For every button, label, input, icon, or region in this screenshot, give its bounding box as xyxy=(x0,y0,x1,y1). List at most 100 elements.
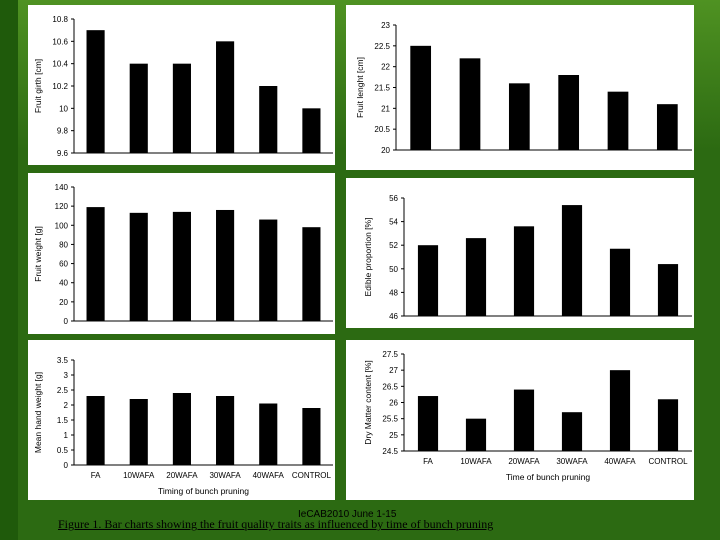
x-axis-title: Time of bunch pruning xyxy=(506,472,591,482)
x-tick-label: 30WAFA xyxy=(556,457,588,466)
y-tick-label: 50 xyxy=(389,265,398,274)
bar xyxy=(259,86,278,153)
bar xyxy=(216,396,235,465)
y-tick-label: 10.6 xyxy=(52,37,68,46)
bar xyxy=(259,403,278,465)
y-axis-title: Dry Matter content [%] xyxy=(363,360,373,445)
bar xyxy=(410,45,432,151)
y-tick-label: 48 xyxy=(389,288,398,297)
chart-panel-fruit-weight: 140 120 100 80 60 40 20 0 Fruit weight [g] xyxy=(28,173,335,334)
bar xyxy=(656,104,678,150)
bar xyxy=(609,370,631,451)
x-tick-label: 40WAFA xyxy=(253,471,285,480)
chart-edible-proportion: 56 54 52 50 48 46 Edible proportion [%] xyxy=(363,194,692,321)
y-tick-label: 1 xyxy=(64,431,69,440)
y-tick-label: 3 xyxy=(64,371,69,380)
x-tick-label: 20WAFA xyxy=(166,471,198,480)
y-tick-label: 0 xyxy=(64,461,69,470)
chart-panel-mean-hand-weight: 3.5 3 2.5 2 1.5 1 0.5 0 Mean hand weight [g] FA 10… xyxy=(28,340,335,500)
bar xyxy=(465,418,487,451)
bar xyxy=(657,399,679,451)
y-axis-title: Edible proportion [%] xyxy=(363,218,373,297)
y-tick-label: 9.8 xyxy=(57,127,69,136)
y-tick-label: 27.5 xyxy=(382,350,398,359)
bar xyxy=(172,63,191,153)
bar xyxy=(129,212,148,321)
y-tick-label: 22 xyxy=(381,63,390,72)
chart-panel-edible-proportion: 56 54 52 50 48 46 Edible proportion [%] xyxy=(346,178,694,328)
bar xyxy=(607,91,629,150)
y-tick-label: 20 xyxy=(381,146,390,155)
bar xyxy=(129,63,148,153)
x-tick-label: FA xyxy=(423,457,433,466)
y-tick-label: 56 xyxy=(389,194,398,203)
bar xyxy=(216,209,235,321)
x-axis-title: Timing of bunch pruning xyxy=(158,486,249,496)
y-tick-label: 10.8 xyxy=(52,15,68,24)
y-tick-label: 46 xyxy=(389,312,398,321)
bar xyxy=(417,245,439,316)
y-tick-label: 100 xyxy=(55,221,69,230)
y-axis-title: Fruit girth [cm] xyxy=(33,59,43,113)
x-tick-label: 10WAFA xyxy=(123,471,155,480)
y-tick-label: 23 xyxy=(381,21,390,30)
x-tick-label: 20WAFA xyxy=(508,457,540,466)
chart-fruit-weight: 140 120 100 80 60 40 20 0 Fruit weight [g] xyxy=(33,183,333,326)
y-tick-label: 54 xyxy=(389,218,398,227)
bar xyxy=(302,408,321,465)
y-tick-label: 25 xyxy=(389,431,398,440)
y-tick-label: 27 xyxy=(389,366,398,375)
y-tick-label: 3.5 xyxy=(57,356,69,365)
bar xyxy=(561,412,583,451)
y-tick-label: 120 xyxy=(55,202,69,211)
bar xyxy=(561,205,583,316)
chart-panel-fruit-length: 23 22.5 22 21.5 21 20.5 20 Fruit lenght [cm] xyxy=(346,5,694,170)
y-tick-label: 2 xyxy=(64,401,69,410)
y-tick-label: 24.5 xyxy=(382,447,398,456)
bar xyxy=(513,389,535,451)
y-tick-label: 25.5 xyxy=(382,415,398,424)
y-tick-label: 1.5 xyxy=(57,416,69,425)
bar xyxy=(657,264,679,316)
y-tick-label: 22.5 xyxy=(374,42,390,51)
y-tick-label: 20.5 xyxy=(374,125,390,134)
bar xyxy=(417,396,439,451)
y-axis-title: Fruit lenght [cm] xyxy=(355,57,365,118)
y-tick-label: 40 xyxy=(59,279,68,288)
x-tick-label: 30WAFA xyxy=(209,471,241,480)
bar xyxy=(465,238,487,316)
y-tick-label: 10 xyxy=(59,104,68,113)
bar xyxy=(216,41,235,154)
chart-fruit-girth: 10.8 10.6 10.4 10.2 10 9.8 9.6 Fruit girth [cm] xyxy=(33,15,333,158)
x-tick-label: FA xyxy=(91,471,101,480)
y-tick-label: 10.4 xyxy=(52,60,68,69)
bar xyxy=(302,108,321,153)
y-tick-label: 52 xyxy=(389,241,398,250)
y-tick-label: 21.5 xyxy=(374,84,390,93)
bar xyxy=(86,207,105,321)
bar xyxy=(508,83,530,150)
y-tick-label: 60 xyxy=(59,260,68,269)
chart-panel-fruit-girth: 10.8 10.6 10.4 10.2 10 9.8 9.6 Fruit girth [cm] xyxy=(28,5,335,165)
y-tick-label: 2.5 xyxy=(57,386,69,395)
bar xyxy=(86,30,105,154)
bar xyxy=(129,399,148,465)
x-tick-label: CONTROL xyxy=(648,457,688,466)
x-tick-label: CONTROL xyxy=(292,471,332,480)
bar xyxy=(513,226,535,316)
bar xyxy=(459,58,481,151)
bar xyxy=(609,248,631,316)
y-tick-label: 140 xyxy=(55,183,69,192)
y-tick-label: 10.2 xyxy=(52,82,68,91)
y-tick-label: 9.6 xyxy=(57,149,69,158)
bar xyxy=(172,393,191,465)
y-tick-label: 26.5 xyxy=(382,382,398,391)
chart-fruit-length: 23 22.5 22 21.5 21 20.5 20 Fruit lenght [cm] xyxy=(355,21,692,155)
chart-mean-hand-weight: 3.5 3 2.5 2 1.5 1 0.5 0 Mean hand weight [g] FA 10… xyxy=(33,356,333,496)
y-tick-label: 0.5 xyxy=(57,446,69,455)
y-tick-label: 80 xyxy=(59,240,68,249)
x-tick-label: 40WAFA xyxy=(604,457,636,466)
y-tick-label: 20 xyxy=(59,298,68,307)
bar xyxy=(302,227,321,321)
bar xyxy=(558,75,580,150)
